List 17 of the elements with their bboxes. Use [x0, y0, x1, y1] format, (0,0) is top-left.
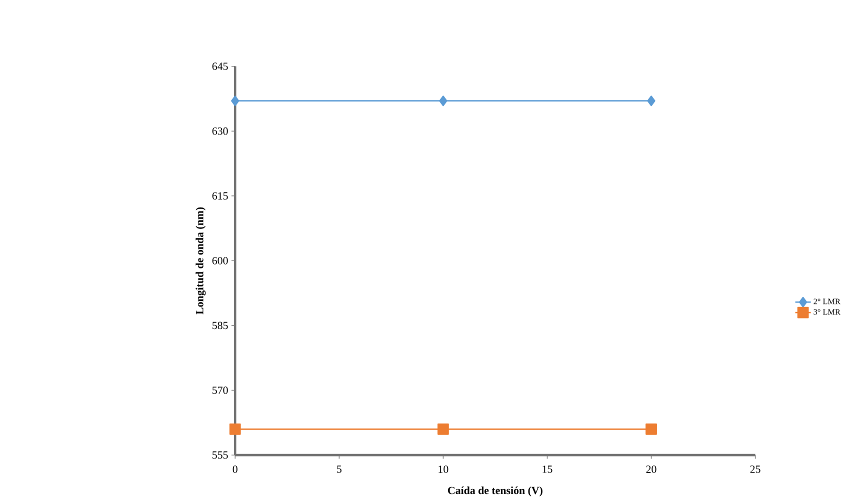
x-tick-label: 20 — [646, 465, 656, 473]
x-tick-label: 15 — [542, 465, 552, 473]
y-tick-label: 615 — [212, 192, 228, 200]
x-tick-label: 0 — [232, 465, 238, 473]
y-tick-label: 645 — [212, 62, 228, 70]
x-tick-label: 5 — [337, 465, 342, 473]
y-tick-label: 600 — [212, 256, 228, 264]
y-tick-label: 570 — [212, 386, 228, 394]
x-tick-label: 25 — [750, 465, 760, 473]
y-axis-title: Longitud de onda (nm) — [196, 207, 206, 314]
y-tick-label: 585 — [212, 322, 228, 329]
x-axis-title: Caída de tensión (V) — [448, 486, 542, 496]
legend-label: 2° LMR — [814, 298, 840, 304]
y-tick-label: 630 — [212, 127, 228, 135]
legend-label: 3° LMR — [814, 308, 840, 314]
y-tick-label: 555 — [212, 451, 228, 458]
x-tick-label: 10 — [438, 465, 448, 473]
